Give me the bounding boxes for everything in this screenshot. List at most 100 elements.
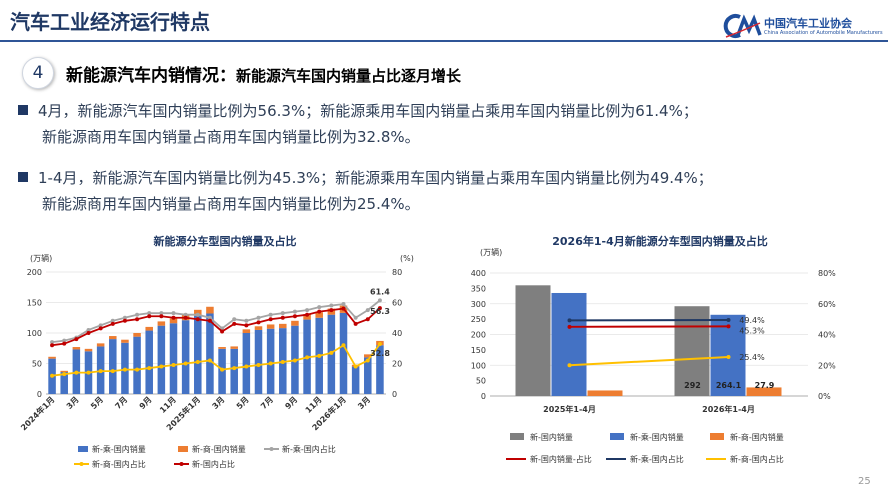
legend-swatch xyxy=(610,433,624,440)
line-commercial-share-point xyxy=(329,350,334,355)
bar-commercial xyxy=(279,323,287,329)
bar-commercial xyxy=(230,346,238,349)
line-total-share-point xyxy=(292,314,297,319)
line-commercial-share-point xyxy=(341,343,346,348)
bar-passenger xyxy=(266,328,275,394)
chart-2-y-unit: (万辆) xyxy=(480,247,502,257)
line-value-label: 49.4% xyxy=(739,316,765,325)
legend-swatch-marker xyxy=(269,447,274,451)
line-commercial-share-point xyxy=(122,367,127,372)
y2-tick-label: 20% xyxy=(818,361,836,370)
line-share-point xyxy=(726,354,731,359)
line-commercial-share-point xyxy=(232,366,237,371)
y2-tick-label: 0 xyxy=(392,390,397,399)
chart-2-x-axis: 2025年1-4月 2026年1-4月 xyxy=(543,404,755,414)
bar-commercial xyxy=(254,326,263,330)
line-total-share-point xyxy=(50,343,55,348)
bullet-square-icon xyxy=(18,172,28,182)
bar-passenger xyxy=(230,348,238,394)
line-passenger-share-point xyxy=(292,309,297,314)
section-number: 4 xyxy=(22,57,54,89)
bar-commercial xyxy=(291,320,299,326)
chart-1-y2-axis: 0 20 40 60 80 xyxy=(392,268,402,399)
bar-commercial xyxy=(266,324,275,329)
legend-label: 新-国内销量 xyxy=(530,432,573,442)
x-tick-label: 3月 xyxy=(65,395,81,411)
line-passenger-share-point xyxy=(305,308,310,313)
line-share-point xyxy=(726,318,731,323)
line-passenger-share-point xyxy=(365,308,370,313)
line-total-share-point xyxy=(220,329,225,334)
legend-label: 新-商-国内销量 xyxy=(730,432,784,442)
bar-value-label: 27.9 xyxy=(755,381,775,390)
line-passenger-share-point xyxy=(317,305,322,310)
data-label-commercial-share: 32.8 xyxy=(370,349,390,358)
bar-value-label: 264.1 xyxy=(716,381,742,390)
line-commercial-share-point xyxy=(50,373,55,378)
bar-0 xyxy=(674,306,710,396)
legend-swatch xyxy=(78,446,88,452)
y-tick-label: 350 xyxy=(471,284,486,293)
line-commercial-share-point xyxy=(135,367,140,372)
y-tick-label: 200 xyxy=(471,331,486,340)
bar-commercial xyxy=(218,347,226,349)
legend-label: 新-乘-国内销量 xyxy=(630,432,684,442)
line-passenger-share-point xyxy=(256,315,261,320)
bullet-1-line-1: 4月，新能源汽车国内销量比例为56.3%；新能源乘用车国内销量占乘用车国内销量比… xyxy=(38,102,698,120)
legend-label: 新-商-国内销量 xyxy=(192,444,246,454)
line-passenger-share-point xyxy=(195,312,200,317)
line-share-5 xyxy=(569,355,729,367)
bullet-2: 1-4月，新能源汽车国内销量比例为45.3%；新能源乘用车国内销量占乘用车国内销… xyxy=(18,167,713,188)
y2-tick-label: 60% xyxy=(818,300,836,309)
line-commercial-share-point xyxy=(183,361,188,366)
line-total-share-point xyxy=(244,323,249,328)
bar-commercial xyxy=(109,336,117,340)
bar-0 xyxy=(515,285,551,396)
y2-tick-label: 40 xyxy=(392,329,402,338)
bar-passenger xyxy=(60,372,68,394)
y2-tick-label: 80 xyxy=(392,268,402,277)
line-total-share-point xyxy=(341,306,346,311)
bar-1 xyxy=(551,292,587,396)
caam-logo-icon xyxy=(723,14,762,38)
line-total-share-point xyxy=(377,306,382,311)
line-share-point xyxy=(567,318,572,323)
legend-label: 新-乘-国内销量 xyxy=(92,444,146,454)
bar-passenger xyxy=(376,345,384,394)
bar-passenger xyxy=(351,366,360,394)
x-tick-label: 2025年1-4月 xyxy=(543,404,596,414)
bar-commercial xyxy=(364,354,372,358)
y-tick-label: 400 xyxy=(471,269,486,278)
line-value-label: 25.4% xyxy=(739,353,765,362)
legend-swatch xyxy=(178,446,188,452)
chart-2-bars xyxy=(515,285,782,396)
y-tick-label: 200 xyxy=(27,268,42,277)
line-total-share-point xyxy=(305,312,310,317)
bar-commercial xyxy=(84,348,93,352)
line-passenger-share-point xyxy=(329,303,334,308)
chart-monthly-nev-sales: 新能源分车型国内销量及占比 (万辆) (%) 0 50 100 150 200 0 20 4… xyxy=(18,234,413,469)
x-tick-label: 9月 xyxy=(283,395,299,411)
line-commercial-share xyxy=(51,343,381,377)
line-total-share-point xyxy=(232,321,237,326)
bar-commercial xyxy=(48,356,56,359)
line-total-share-point xyxy=(183,315,188,320)
line-commercial-share-point xyxy=(110,369,115,374)
chart-1-y-unit: (万辆) xyxy=(30,253,52,263)
line-value-label: 45.3% xyxy=(739,326,765,335)
line-total-share-point xyxy=(280,315,285,320)
bar-commercial xyxy=(121,339,129,343)
chart-1-lines xyxy=(50,298,382,378)
logo-text-en: China Association of Automobile Manufact… xyxy=(764,30,883,36)
line-commercial-share-point xyxy=(195,359,200,364)
bar-passenger xyxy=(145,330,153,394)
line-passenger-share-point xyxy=(50,340,55,345)
header-divider xyxy=(0,40,888,42)
bar-commercial xyxy=(145,326,153,331)
data-label-passenger-share: 61.4 xyxy=(370,287,390,296)
line-passenger-share-point xyxy=(62,338,67,343)
x-tick-label: 9月 xyxy=(138,395,154,411)
line-passenger-share-point xyxy=(232,317,237,322)
page-number: 25 xyxy=(858,476,871,487)
